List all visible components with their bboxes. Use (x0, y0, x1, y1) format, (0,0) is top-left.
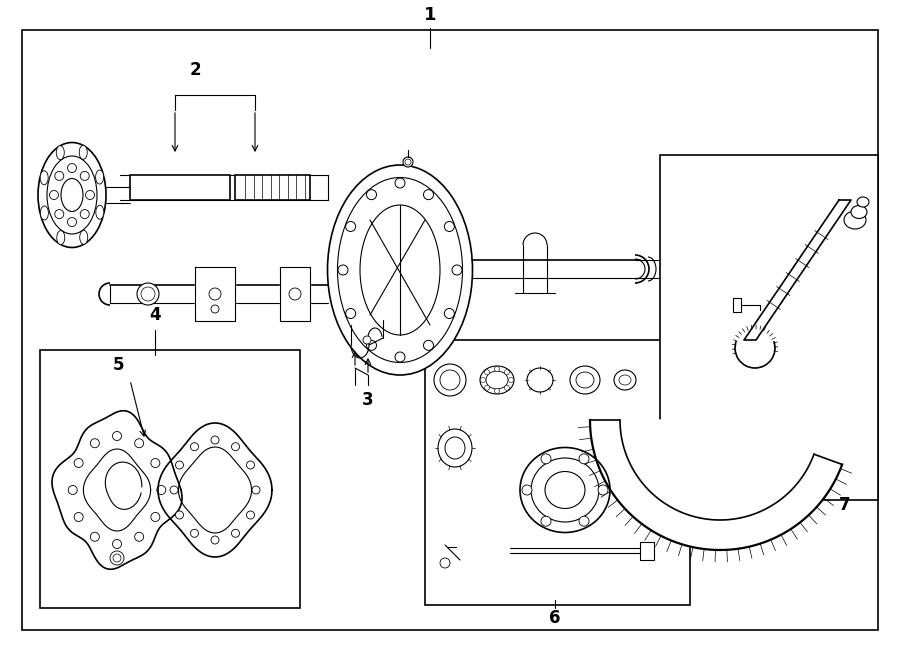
Ellipse shape (520, 447, 610, 533)
Circle shape (504, 369, 509, 375)
Text: 4: 4 (149, 306, 161, 324)
Circle shape (80, 171, 89, 180)
Polygon shape (280, 267, 310, 321)
Ellipse shape (857, 197, 869, 207)
Bar (235, 175, 310, 200)
Circle shape (151, 512, 160, 522)
Circle shape (363, 336, 371, 344)
Ellipse shape (79, 145, 87, 159)
Circle shape (50, 190, 58, 200)
Circle shape (579, 454, 589, 464)
Circle shape (484, 369, 490, 375)
Ellipse shape (844, 211, 866, 229)
Ellipse shape (95, 170, 104, 184)
Ellipse shape (38, 143, 106, 247)
Circle shape (481, 377, 485, 383)
Circle shape (151, 459, 160, 467)
Circle shape (90, 439, 99, 447)
Circle shape (110, 551, 124, 565)
Circle shape (157, 485, 166, 494)
Circle shape (211, 536, 219, 544)
Circle shape (74, 459, 83, 467)
Bar (640, 542, 654, 560)
Polygon shape (744, 200, 851, 340)
Circle shape (209, 288, 221, 300)
Circle shape (191, 443, 199, 451)
Ellipse shape (570, 366, 600, 394)
Circle shape (541, 454, 551, 464)
Polygon shape (52, 410, 182, 569)
Circle shape (247, 461, 255, 469)
Ellipse shape (40, 171, 49, 185)
Circle shape (231, 529, 239, 537)
Bar (130, 175, 230, 200)
Text: 6: 6 (549, 609, 561, 627)
Ellipse shape (480, 366, 514, 394)
Circle shape (211, 305, 219, 313)
Circle shape (403, 157, 413, 167)
Circle shape (170, 486, 178, 494)
Ellipse shape (95, 205, 104, 219)
Circle shape (68, 217, 76, 227)
Circle shape (494, 389, 500, 393)
Circle shape (440, 558, 450, 568)
Ellipse shape (57, 231, 65, 245)
Bar (425, 340, 690, 605)
Circle shape (176, 461, 184, 469)
Circle shape (579, 516, 589, 526)
Circle shape (211, 436, 219, 444)
Ellipse shape (527, 368, 553, 392)
Circle shape (541, 516, 551, 526)
Ellipse shape (434, 364, 466, 396)
Ellipse shape (80, 230, 87, 245)
Circle shape (522, 485, 532, 495)
Circle shape (504, 385, 509, 390)
Ellipse shape (851, 206, 867, 219)
Text: 1: 1 (424, 6, 436, 24)
Circle shape (598, 485, 608, 495)
Circle shape (90, 532, 99, 541)
Circle shape (55, 171, 64, 180)
Circle shape (135, 439, 144, 447)
Ellipse shape (438, 429, 472, 467)
Bar (660, 155, 878, 500)
Text: 5: 5 (112, 356, 124, 374)
Circle shape (252, 486, 260, 494)
Ellipse shape (40, 206, 49, 220)
Circle shape (176, 511, 184, 519)
Bar (40, 350, 300, 608)
Ellipse shape (57, 145, 64, 160)
Circle shape (247, 511, 255, 519)
Polygon shape (158, 423, 272, 557)
Circle shape (68, 163, 76, 173)
Circle shape (55, 210, 64, 219)
Circle shape (74, 512, 83, 522)
Text: 7: 7 (839, 496, 850, 514)
Circle shape (289, 288, 301, 300)
Circle shape (508, 377, 514, 383)
Circle shape (231, 443, 239, 451)
Circle shape (137, 283, 159, 305)
Circle shape (68, 485, 77, 494)
Circle shape (112, 539, 122, 549)
Bar (733, 298, 741, 312)
Text: 3: 3 (362, 391, 374, 409)
Circle shape (135, 532, 144, 541)
Circle shape (86, 190, 94, 200)
Text: 2: 2 (189, 61, 201, 79)
Circle shape (191, 529, 199, 537)
Circle shape (484, 385, 490, 390)
Polygon shape (195, 267, 235, 321)
Circle shape (112, 432, 122, 440)
Circle shape (494, 366, 500, 371)
Ellipse shape (328, 165, 472, 375)
Ellipse shape (614, 370, 636, 390)
Polygon shape (590, 420, 842, 550)
Circle shape (80, 210, 89, 219)
